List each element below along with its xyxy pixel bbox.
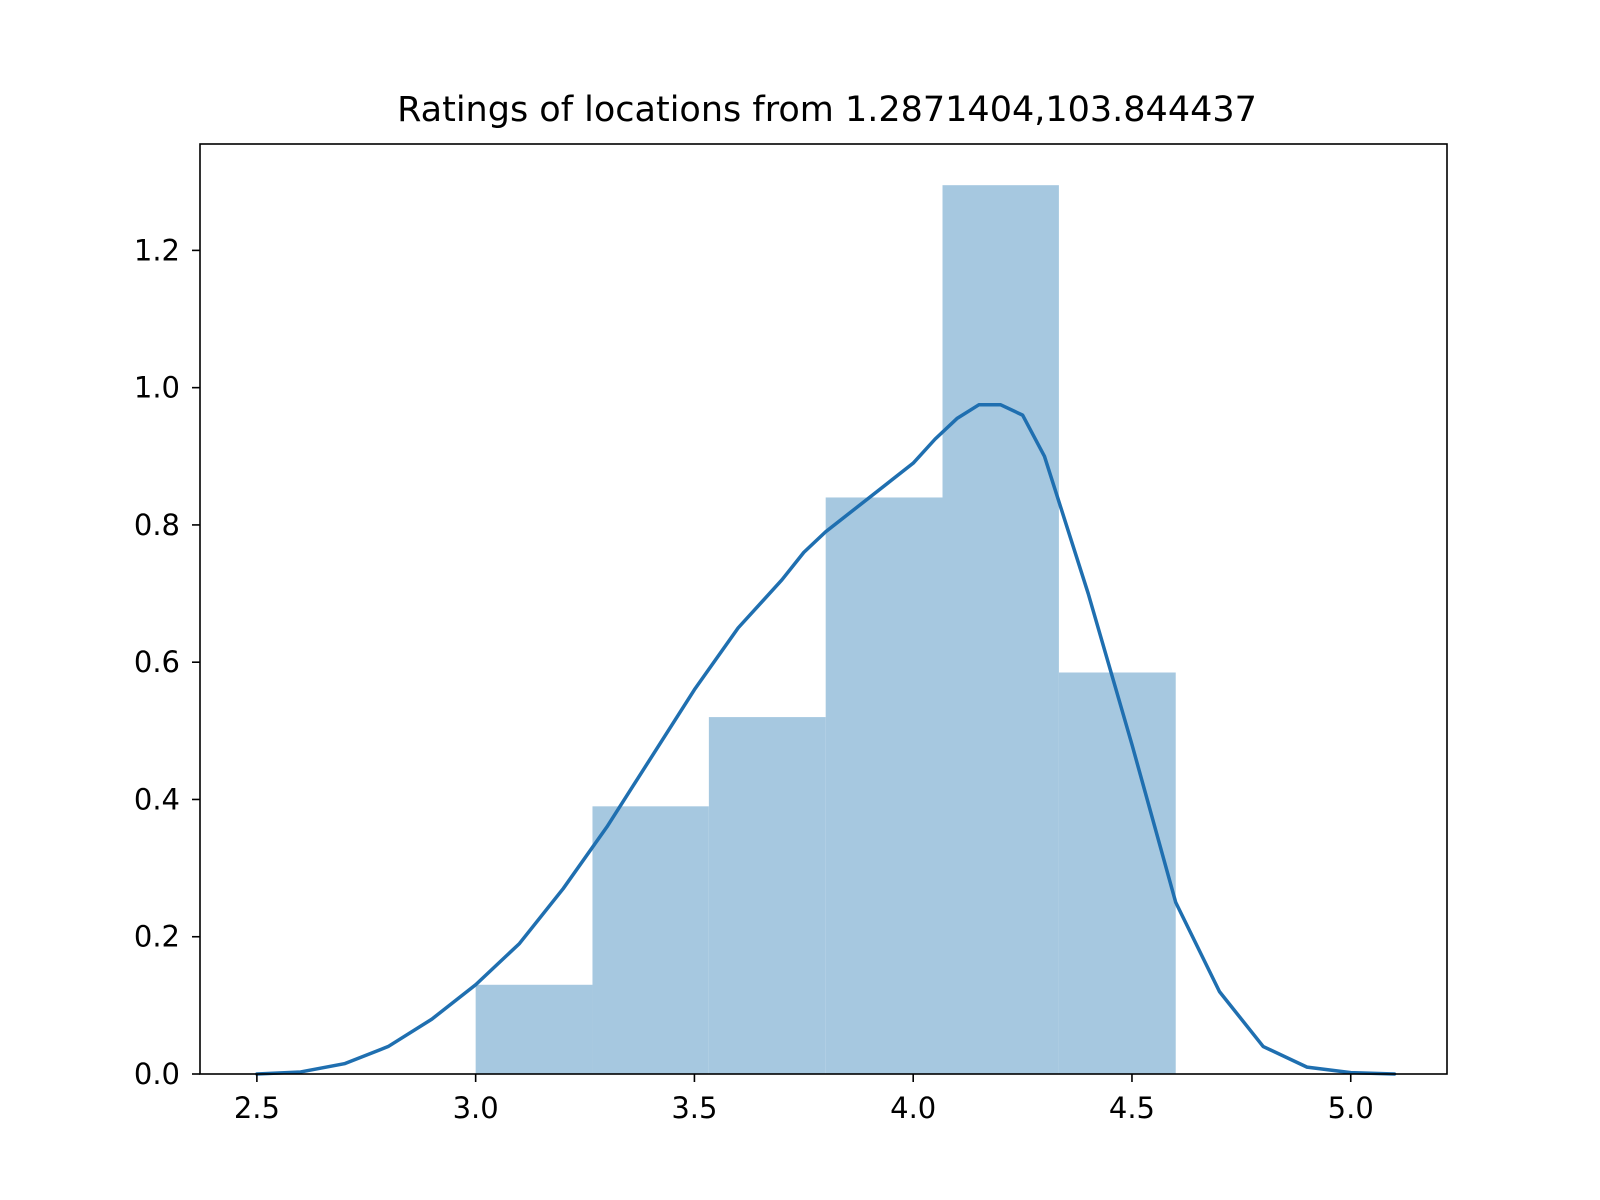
x-tick-label: 3.5 — [671, 1091, 717, 1125]
histogram-bar-3 — [708, 717, 826, 1074]
x-tick-label: 3.0 — [453, 1091, 499, 1125]
y-tick-label: 0.8 — [134, 508, 180, 542]
histogram-bar-6 — [1058, 672, 1176, 1074]
x-tick-label: 4.0 — [890, 1091, 936, 1125]
kde-line — [255, 403, 1397, 1076]
y-tick-label: 0.4 — [134, 782, 180, 816]
histogram-bar-2 — [592, 806, 709, 1074]
bars-layer — [475, 185, 1176, 1075]
x-tick-label: 2.5 — [234, 1091, 280, 1125]
histogram-bar-1 — [475, 984, 593, 1074]
kde-layer — [255, 403, 1397, 1076]
y-tick-label: 1.2 — [134, 233, 180, 267]
axes-layer: 2.5 3.0 3.5 4.0 4.5 5.0 0.0 0.2 0.4 0.6 0.8 1.0 1.2 — [134, 143, 1448, 1125]
y-tick-label: 0.6 — [134, 645, 180, 679]
chart-title: Ratings of locations from 1.2871404,103.… — [397, 90, 1257, 130]
y-tick-label: 0.0 — [134, 1057, 180, 1091]
histogram-bar-5 — [942, 185, 1059, 1075]
plot-frame — [199, 143, 1448, 1075]
histogram-bar-4 — [825, 497, 943, 1074]
x-tick-label: 4.5 — [1109, 1091, 1155, 1125]
y-tick-label: 1.0 — [134, 371, 180, 405]
y-tick-label: 0.2 — [134, 920, 180, 954]
x-tick-label: 5.0 — [1328, 1091, 1374, 1125]
